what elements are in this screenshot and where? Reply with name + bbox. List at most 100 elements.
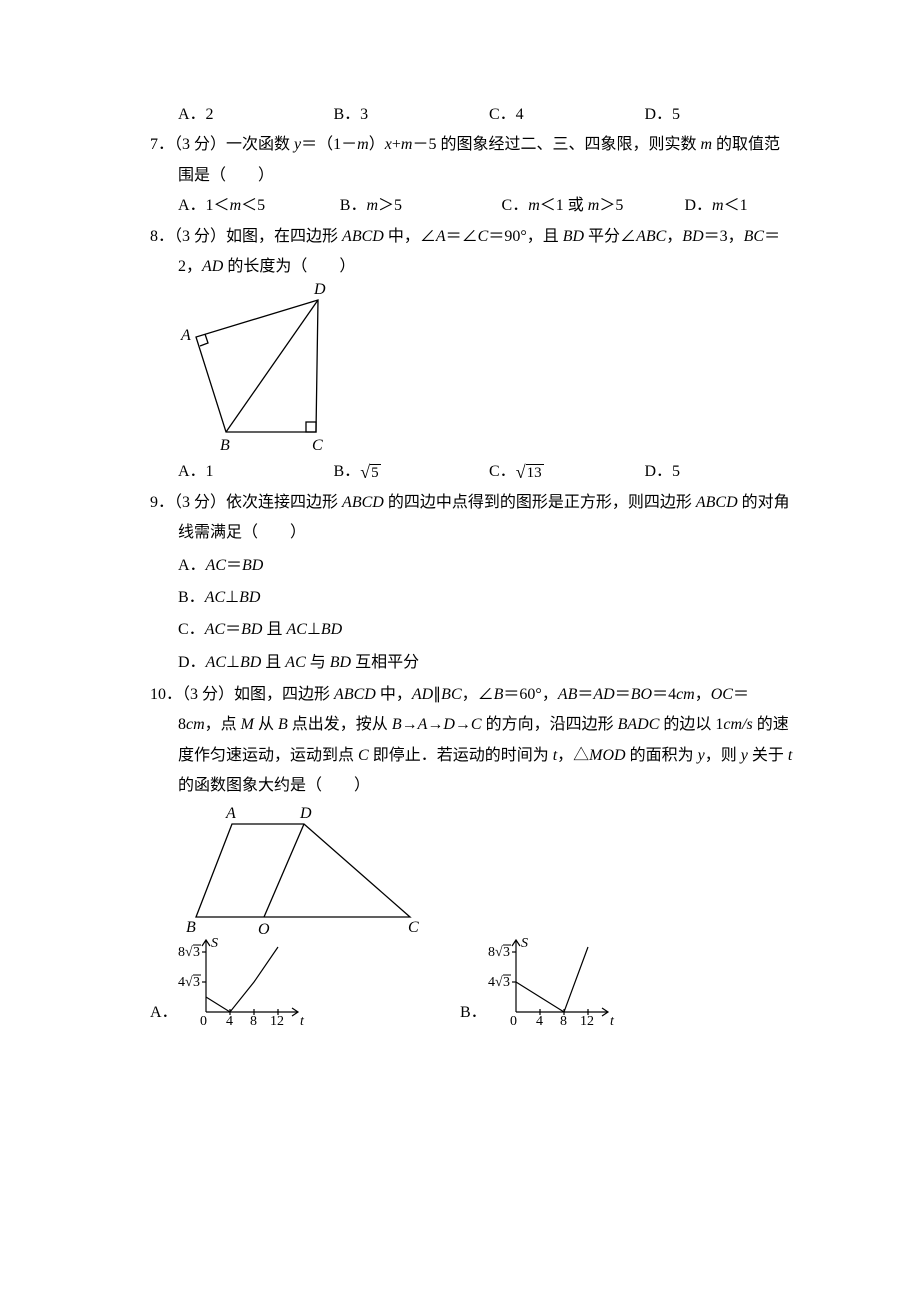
axis-t: t — [610, 1014, 615, 1029]
svg-text:√: √ — [185, 945, 193, 960]
q9-opt-c: C．AC＝BD 且 AC⊥BD — [178, 615, 800, 645]
q7-options: A．1＜m＜5 B．m＞5 C．m＜1 或 m＞5 D．m＜1 — [150, 191, 800, 221]
t: ，则 — [705, 747, 741, 764]
q10-line1: 10．（3 分）如图，四边形 ABCD 中，AD∥BC，∠B＝60°，AB＝AD… — [150, 680, 800, 710]
t: 的方向，沿四边形 — [482, 716, 618, 733]
q7: 7．（3 分）一次函数 y＝（1－m）x+m－5 的图象经过二、三、四象限，则实… — [150, 130, 800, 221]
q10-b-label: B． — [460, 998, 488, 1028]
q7-opt-b: B．m＞5 — [340, 191, 502, 221]
q8-BC: BC — [744, 228, 764, 245]
q9-opt-a: A．AC＝BD — [178, 551, 800, 581]
t: 的速 — [753, 716, 789, 733]
q6-opt-b: B．3 — [334, 100, 490, 130]
t: 点出发，按从 — [288, 716, 392, 733]
t: ⊥ — [307, 621, 321, 638]
t: BD — [240, 654, 261, 671]
q8-t1: 如图，在四边形 — [226, 228, 342, 245]
t: M — [241, 716, 254, 733]
q9-t3: 的对角 — [738, 494, 790, 511]
t: ， — [695, 686, 711, 703]
q9-options: A．AC＝BD B．AC⊥BD C．AC＝BD 且 AC⊥BD D．AC⊥BD … — [150, 551, 800, 679]
t: B． — [178, 589, 205, 606]
q10-line4: 的函数图象大约是（ ） — [150, 771, 800, 801]
q8-number: 8． — [150, 228, 174, 245]
q10-ans-a: A． S — [150, 937, 460, 1029]
q9-t2: 的四边中点得到的图形是正方形，则四边形 — [384, 494, 696, 511]
svg-text:8: 8 — [488, 945, 495, 960]
t: OC — [711, 686, 733, 703]
t: cm — [186, 716, 205, 733]
q7-opt-d: D．m＜1 — [684, 191, 800, 221]
q7-x: x — [385, 136, 392, 153]
q9-opt-b: B．AC⊥BD — [178, 583, 800, 613]
t: B — [278, 716, 288, 733]
q6-opt-d: D．5 — [645, 100, 801, 130]
q8-opt-a: A．1 — [178, 457, 334, 487]
t: 中， — [376, 686, 412, 703]
t: ⊥ — [226, 654, 240, 671]
t: 与 — [306, 654, 330, 671]
q9-line1: 9．（3 分）依次连接四边形 ABCD 的四边中点得到的图形是正方形，则四边形 … — [150, 488, 800, 518]
q9-line2: 线需满足（ ） — [150, 518, 800, 548]
q7-number: 7． — [150, 136, 174, 153]
q8-ABC: ABC — [636, 228, 666, 245]
q7-stem-pre: 一次函数 — [226, 136, 294, 153]
q6-options: A．2 B．3 C．4 D．5 — [150, 100, 800, 130]
q6-opt-c: C．4 — [489, 100, 645, 130]
q8-t3: ＝∠ — [446, 228, 478, 245]
q8-A: A — [436, 228, 446, 245]
t: MOD — [589, 747, 625, 764]
t: 8 — [178, 716, 186, 733]
q8-options: A．1 B．√5 C．√13 D．5 — [150, 457, 800, 487]
svg-text:8: 8 — [178, 945, 185, 960]
q9-points: （3 分） — [174, 494, 226, 511]
q8-t4: ＝90°，且 — [488, 228, 562, 245]
t: BD — [241, 621, 262, 638]
t: C — [358, 747, 369, 764]
q9-number: 9． — [150, 494, 174, 511]
t: ＝ — [733, 686, 749, 703]
exam-page: A．2 B．3 C．4 D．5 7．（3 分）一次函数 y＝（1－m）x+m－5… — [0, 0, 920, 1302]
lbl-O: O — [258, 921, 270, 937]
xt0: 0 — [200, 1014, 207, 1029]
xt0: 0 — [510, 1014, 517, 1029]
q10-ans-b: B． S — [460, 937, 618, 1029]
t: 即停止．若运动的时间为 — [369, 747, 553, 764]
q7-mid1: ＝（1－ — [301, 136, 357, 153]
yt: 4 — [178, 975, 185, 990]
q8-diagram: A B C D — [150, 282, 800, 457]
t: cm/s — [723, 716, 752, 733]
t: 互相平分 — [351, 654, 419, 671]
t: cm — [676, 686, 695, 703]
svg-text:√: √ — [495, 945, 503, 960]
yt: 8 — [488, 945, 495, 960]
svg-text:√: √ — [185, 975, 193, 990]
r3: 3 — [193, 975, 200, 990]
q10-diagram: A D B O C — [150, 802, 800, 937]
lbl-A: A — [225, 805, 236, 822]
q7-m3: m — [700, 136, 712, 153]
q8-lbl-C: C — [312, 437, 323, 454]
q7-mid2: ） — [369, 136, 385, 153]
q6-opt-a: A．2 — [178, 100, 334, 130]
q9-t1: 依次连接四边形 — [226, 494, 342, 511]
q7-opt-a: A．1＜m＜5 — [178, 191, 340, 221]
q8-svg: A B C D — [178, 282, 348, 457]
t: BD — [330, 654, 351, 671]
t: 且 — [262, 621, 286, 638]
t: C． — [178, 621, 205, 638]
t: BO — [631, 686, 652, 703]
lbl-D: D — [299, 805, 312, 822]
t: 度作匀速运动，运动到点 — [178, 747, 358, 764]
q8-C: C — [478, 228, 489, 245]
q7-post: 的取值范 — [712, 136, 780, 153]
axis-S: S — [211, 937, 218, 951]
t: ，∠ — [462, 686, 494, 703]
t: BC — [441, 686, 461, 703]
r3: 3 — [503, 945, 510, 960]
sqrt-icon: √5 — [360, 463, 380, 481]
q10-graph-b: S t 0 4 8 12 8 √3 4 √3 — [488, 937, 618, 1029]
q8-c-pre: C． — [489, 463, 516, 480]
t: 从 — [254, 716, 278, 733]
lbl-C: C — [408, 919, 419, 936]
